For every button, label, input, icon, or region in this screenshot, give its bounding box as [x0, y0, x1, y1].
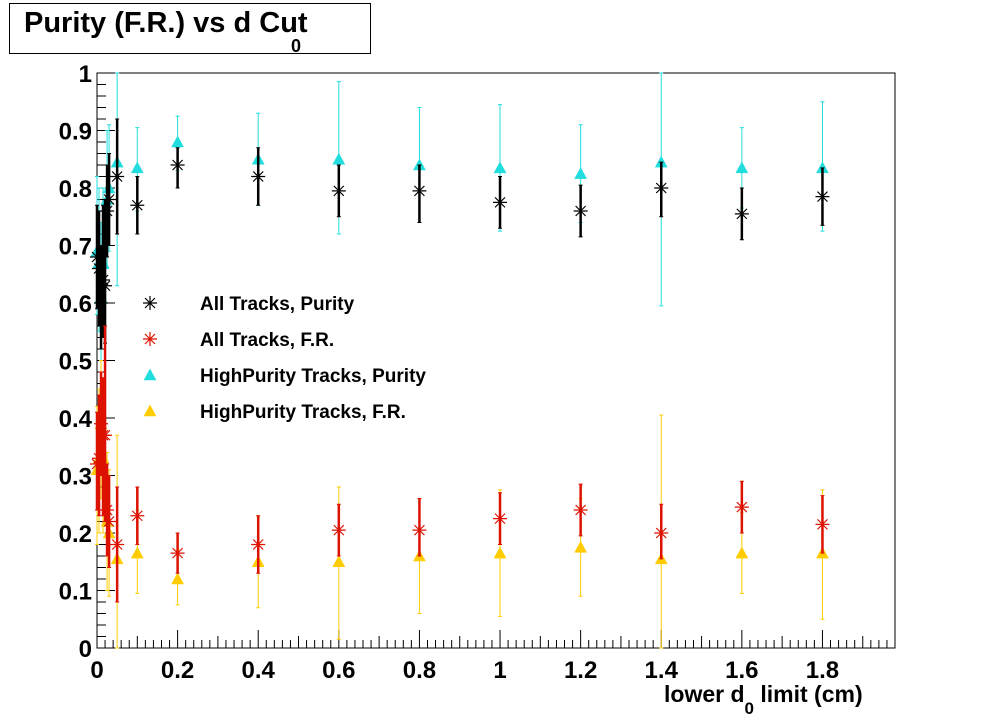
data-point	[170, 158, 185, 172]
x-tick-label: 0.2	[161, 657, 194, 684]
y-tick-label: 0.2	[59, 521, 92, 548]
x-tick-label: 0.4	[242, 657, 276, 684]
data-point	[493, 195, 508, 210]
y-tick-label: 0.3	[59, 464, 92, 491]
legend-marker	[143, 332, 157, 346]
data-point	[412, 523, 427, 538]
legend-label: HighPurity Tracks, Purity	[200, 366, 426, 387]
y-tick-label: 0	[79, 636, 92, 663]
y-tick-label: 0.7	[59, 234, 92, 261]
x-axis-title-part2: limit (cm)	[754, 681, 863, 707]
plot-frame	[96, 72, 896, 649]
data-point	[102, 514, 117, 529]
legend-marker	[143, 404, 157, 417]
data-point	[100, 503, 115, 517]
data-point	[573, 503, 588, 517]
data-point	[735, 546, 749, 559]
legend-marker	[143, 296, 157, 310]
data-point	[171, 135, 185, 148]
data-point	[654, 526, 669, 540]
data-point	[574, 167, 588, 179]
x-tick-label: 1.4	[645, 657, 679, 684]
chart-title: Purity (F.R.) vs d Cut	[24, 7, 308, 39]
x-axis: 0 0.2 0.4 0.6 0.8 1 1.2 1.4 1.6 1.8	[90, 630, 896, 684]
data-point	[735, 161, 749, 174]
x-tick-label: 0.8	[403, 657, 436, 684]
chart-title-box: Purity (F.R.) vs d Cut 0	[9, 3, 371, 56]
data-point	[654, 181, 669, 195]
data-point	[493, 161, 507, 174]
data-point	[130, 161, 144, 174]
x-tick-label: 1.2	[564, 657, 597, 684]
x-tick-label: 0.6	[322, 657, 355, 684]
series-1	[90, 118, 830, 350]
legend-marker	[143, 368, 157, 381]
data-point	[170, 546, 185, 561]
data-point	[332, 152, 346, 165]
data-point	[96, 273, 111, 287]
y-tick-label: 0.6	[59, 291, 92, 318]
legend-label: All Tracks, F.R.	[200, 330, 334, 351]
data-point	[815, 517, 830, 532]
x-tick-label: 1.6	[725, 657, 758, 684]
data-point	[100, 204, 115, 218]
data-point	[102, 192, 117, 207]
data-point	[815, 189, 830, 204]
data-point	[734, 206, 749, 221]
data-point	[130, 546, 144, 559]
data-point	[332, 555, 346, 567]
y-tick-label: 0.8	[59, 176, 92, 203]
y-tick-label: 0.1	[59, 579, 92, 606]
data-point	[130, 198, 145, 213]
y-tick-label: 0.4	[59, 406, 93, 433]
data-point	[94, 416, 109, 431]
data-point	[493, 546, 507, 559]
series-3	[90, 72, 829, 361]
legend: All Tracks, Purity All Tracks, F.R. HighPu…	[143, 294, 426, 423]
y-axis: 0 0.1 0.2 0.3 0.4 0.5 0.6 0.7 0.8 0.9 1	[59, 61, 115, 663]
data-point	[331, 523, 346, 538]
data-point	[130, 508, 145, 523]
data-point	[94, 296, 109, 310]
data-point	[92, 261, 107, 276]
data-point	[331, 183, 346, 198]
data-point	[412, 183, 427, 198]
data-point	[90, 250, 104, 264]
data-point	[574, 540, 588, 553]
data-point	[98, 428, 113, 443]
legend-label: All Tracks, Purity	[200, 294, 355, 315]
data-point	[110, 537, 125, 552]
x-axis-title-part1: lower d	[664, 681, 745, 707]
x-tick-label: 1.8	[806, 657, 839, 684]
legend-label: HighPurity Tracks, F.R.	[200, 402, 406, 423]
y-tick-label: 1	[79, 61, 92, 88]
x-tick-label: 0	[90, 657, 103, 684]
data-point	[734, 500, 749, 515]
data-point	[98, 278, 113, 293]
data-point	[493, 511, 508, 526]
data-point	[110, 169, 125, 184]
data-point	[171, 572, 185, 585]
chart-title-subscript: 0	[291, 36, 302, 56]
y-tick-label: 0.5	[59, 349, 92, 376]
data-point	[90, 457, 104, 471]
x-axis-title: lower d0 limit (cm)	[664, 681, 863, 718]
data-point	[573, 204, 588, 218]
data-point	[251, 537, 266, 552]
y-tick-label: 0.9	[59, 119, 92, 146]
x-axis-title-subscript: 0	[745, 699, 754, 718]
data-series	[90, 72, 830, 649]
x-tick-label: 1	[493, 657, 506, 684]
data-point	[92, 451, 107, 466]
series-2	[90, 325, 830, 603]
data-point	[251, 169, 266, 184]
